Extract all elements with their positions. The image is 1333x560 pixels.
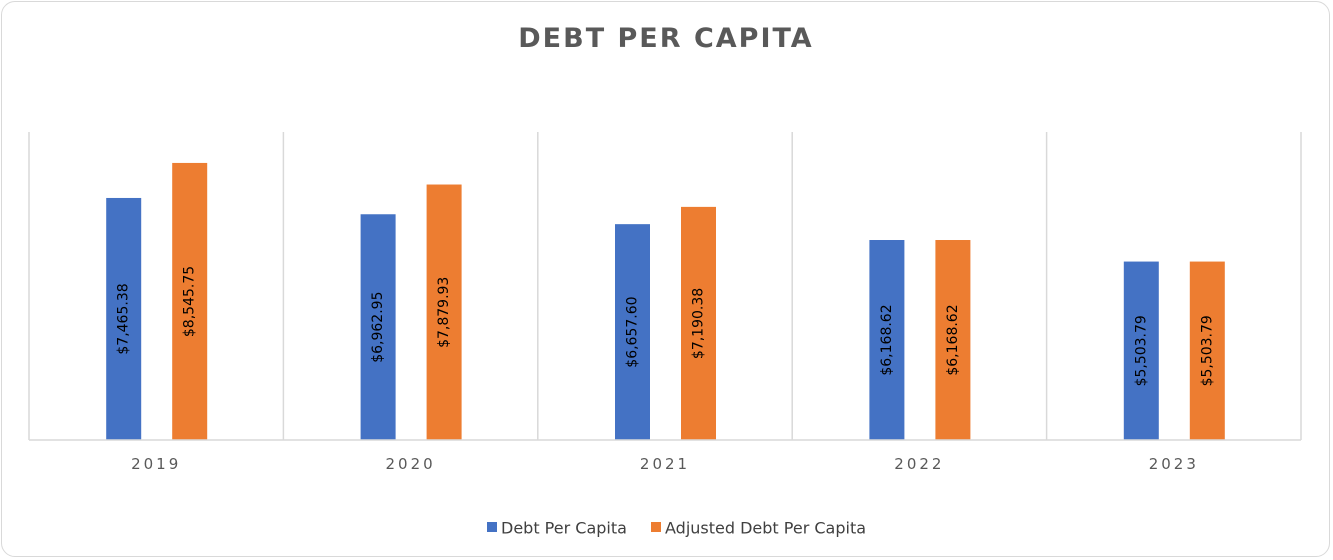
bar-debt-per-capita-2023: [1123, 261, 1159, 440]
bar-adjusted-debt-per-capita-2020: [426, 184, 462, 440]
legend-label-adjusted-debt-per-capita: Adjusted Debt Per Capita: [665, 519, 866, 538]
data-label: $7,190.38: [691, 288, 707, 359]
x-tick-label: 2019: [131, 455, 181, 473]
x-tick-label: 2021: [640, 455, 690, 473]
bars: [106, 162, 1225, 440]
data-labels: $7,465.38 $8,545.75 $6,962.95 $7,879.93 $6,6…: [116, 266, 1216, 387]
bar-debt-per-capita-2020: [360, 214, 396, 440]
legend-label-debt-per-capita: Debt Per Capita: [501, 519, 627, 538]
legend-swatch-adjusted-debt-per-capita: [651, 522, 661, 532]
data-label: $5,503.79: [1133, 315, 1149, 386]
data-label: $5,503.79: [1199, 315, 1215, 386]
bar-debt-per-capita-2021: [615, 224, 650, 440]
data-label: $8,545.75: [182, 266, 198, 337]
bar-adjusted-debt-per-capita-2021: [681, 206, 716, 440]
x-tick-label: 2020: [386, 455, 436, 473]
data-label: $6,168.62: [879, 304, 895, 375]
bar-adjusted-debt-per-capita-2023: [1189, 261, 1225, 440]
legend: Debt Per Capita Adjusted Debt Per Capita: [487, 519, 866, 538]
bar-adjusted-debt-per-capita-2022: [935, 240, 971, 440]
category-separators: [28, 132, 1302, 440]
legend-swatch-debt-per-capita: [487, 522, 497, 532]
bar-debt-per-capita-2022: [869, 240, 905, 440]
bar-debt-per-capita-2019: [106, 197, 142, 440]
data-label: $6,962.95: [370, 291, 386, 362]
bar-adjusted-debt-per-capita-2019: [172, 162, 208, 440]
chart-title: DEBT PER CAPITA: [518, 23, 813, 54]
data-label: $6,168.62: [945, 304, 961, 375]
data-label: $7,465.38: [116, 283, 132, 354]
x-tick-label: 2022: [894, 455, 944, 473]
data-label: $6,657.60: [625, 296, 641, 367]
data-label: $7,879.93: [436, 277, 452, 348]
x-axis-tick-labels: 2019 2020 2021 2022 2023: [131, 455, 1199, 473]
x-tick-label: 2023: [1149, 455, 1199, 473]
